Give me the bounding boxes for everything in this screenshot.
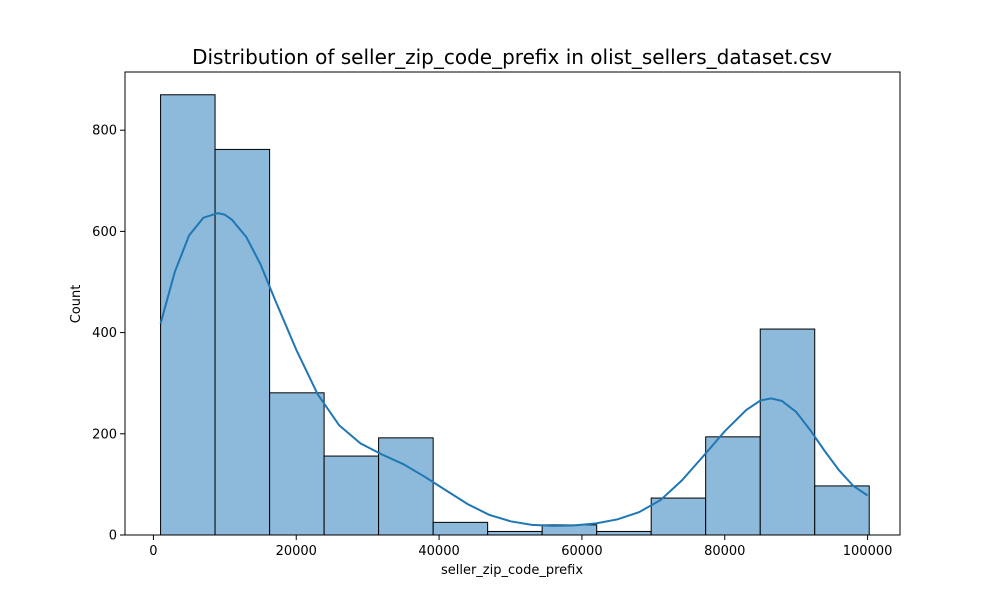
- y-tick-label: 200: [92, 427, 117, 442]
- x-tick-label: 40000: [418, 544, 459, 559]
- y-tick-label: 800: [92, 124, 117, 139]
- x-axis-ticks: 0 20000 40000 60000 80000 100000: [149, 535, 892, 559]
- histogram-bar: [705, 436, 761, 536]
- histogram-bar: [596, 530, 652, 536]
- histogram-bar: [650, 497, 707, 536]
- x-tick-label: 80000: [704, 544, 745, 559]
- y-tick-label: 400: [92, 326, 117, 341]
- x-tick-label: 0: [149, 544, 157, 559]
- histogram-bar: [214, 148, 271, 536]
- y-axis-label: Count: [69, 285, 84, 324]
- histogram-bar: [759, 328, 816, 536]
- histogram-bar: [487, 530, 543, 536]
- x-axis-label: seller_zip_code_prefix: [441, 563, 583, 578]
- x-tick-label: 100000: [843, 544, 893, 559]
- y-tick-label: 600: [92, 225, 117, 240]
- y-axis-ticks: 0 200 400 600 800: [92, 124, 125, 544]
- x-tick-label: 20000: [276, 544, 317, 559]
- chart-title: Distribution of seller_zip_code_prefix i…: [192, 45, 832, 69]
- histogram-bar: [814, 485, 870, 536]
- x-tick-label: 60000: [561, 544, 602, 559]
- histogram-bar: [269, 392, 325, 536]
- histogram-bar: [160, 94, 216, 536]
- kde-line: [159, 212, 869, 527]
- plot-frame: [124, 71, 901, 536]
- histogram-bar: [378, 437, 434, 536]
- histogram-bars: [160, 94, 870, 536]
- histogram-bar: [323, 455, 380, 536]
- y-tick-label: 0: [109, 529, 117, 544]
- histogram-bar: [432, 521, 489, 536]
